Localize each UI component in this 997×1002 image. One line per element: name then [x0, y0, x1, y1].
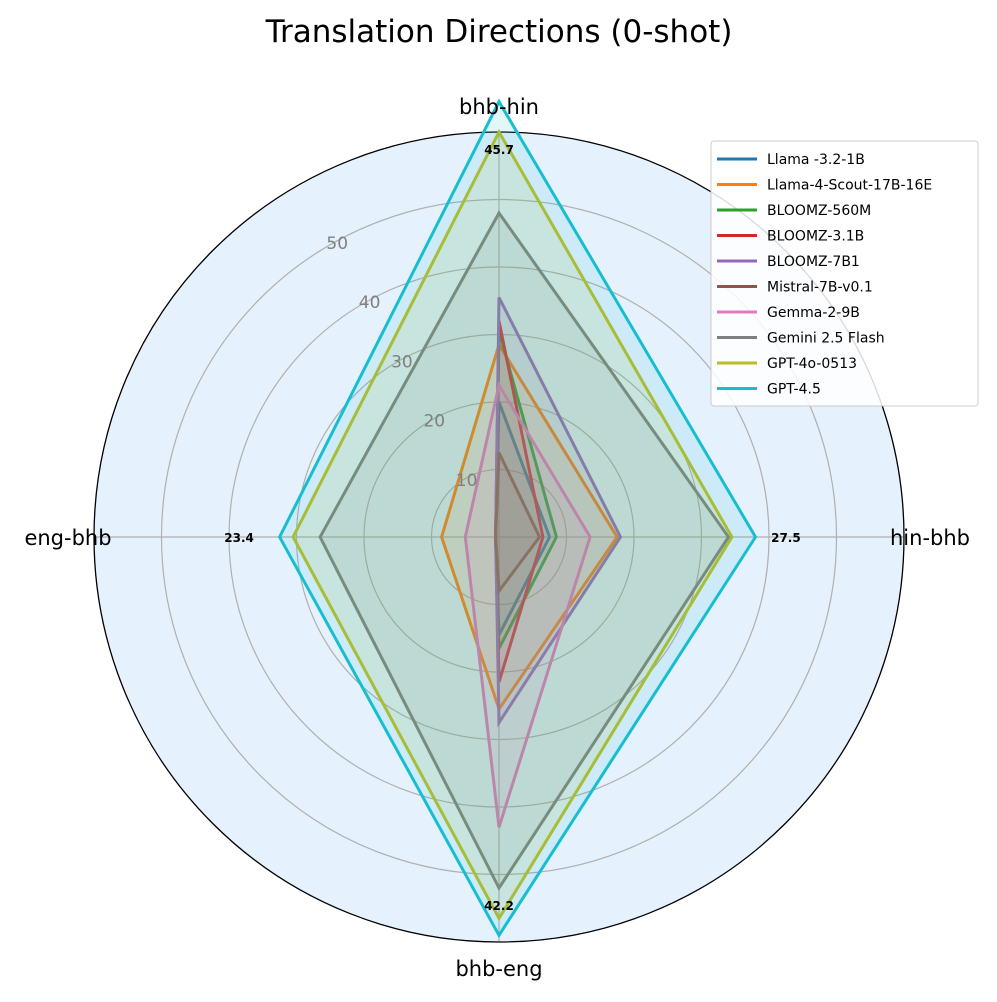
- legend-label-6: Gemma-2-9B: [767, 305, 860, 321]
- legend-label-0: Llama -3.2-1B: [767, 152, 865, 168]
- series-fill-1: [441, 344, 618, 710]
- legend-label-5: Mistral-7B-v0.1: [767, 280, 873, 296]
- series-layer: [277, 98, 758, 939]
- legend: Llama -3.2-1B Llama-4-Scout-17B-16E BLOOMZ…: [710, 140, 979, 407]
- axis-label-eng-bhb: eng-bhb: [24, 526, 111, 550]
- legend-label-1: Llama-4-Scout-17B-16E: [767, 178, 932, 194]
- radial-tick-label-50: 50: [326, 234, 348, 254]
- series-fill-6: [465, 385, 591, 828]
- max-value-label-bhb-eng: 42.2: [484, 899, 514, 913]
- chart-title: Translation Directions (0-shot): [265, 14, 733, 50]
- legend-label-8: GPT-4o-0513: [767, 356, 857, 372]
- legend-label-2: BLOOMZ-560M: [767, 203, 871, 219]
- legend-label-7: Gemini 2.5 Flash: [767, 331, 885, 347]
- series-line-7: [318, 210, 731, 891]
- series-fill-7: [320, 213, 729, 888]
- max-value-label-hin-bhb: 27.5: [771, 531, 801, 545]
- label-layer: 10 20 30 40 50 bhb-hin hin-bhb bhb-eng eng-bhb 45…: [24, 95, 970, 981]
- legend-label-3: BLOOMZ-3.1B: [767, 229, 864, 245]
- series-line-9: [277, 98, 758, 939]
- legend-label-4: BLOOMZ-7B1: [767, 254, 860, 270]
- radial-tick-label-40: 40: [359, 293, 381, 313]
- max-value-label-eng-bhb: 23.4: [224, 531, 254, 545]
- series-fill-3: [495, 321, 543, 683]
- series-line-8: [291, 128, 734, 922]
- series-fill-9: [279, 101, 756, 936]
- series-fill-2: [495, 331, 557, 649]
- max-value-label-bhb-hin: 45.7: [484, 143, 514, 157]
- legend-box: [710, 140, 979, 407]
- series-fill-8: [293, 132, 732, 919]
- series-line-5: [494, 451, 542, 596]
- axis-label-bhb-hin: bhb-hin: [459, 95, 539, 119]
- radial-tick-label-20: 20: [423, 412, 445, 432]
- axis-label-bhb-eng: bhb-eng: [455, 957, 542, 981]
- series-fill-4: [495, 297, 621, 723]
- series-fill-5: [495, 452, 540, 591]
- series-line-4: [494, 296, 623, 728]
- radial-tick-label-10: 10: [456, 471, 478, 491]
- series-line-6: [463, 381, 592, 828]
- legend-label-9: GPT-4.5: [767, 382, 821, 398]
- axis-label-hin-bhb: hin-bhb: [890, 526, 970, 550]
- radial-tick-label-30: 30: [391, 352, 413, 372]
